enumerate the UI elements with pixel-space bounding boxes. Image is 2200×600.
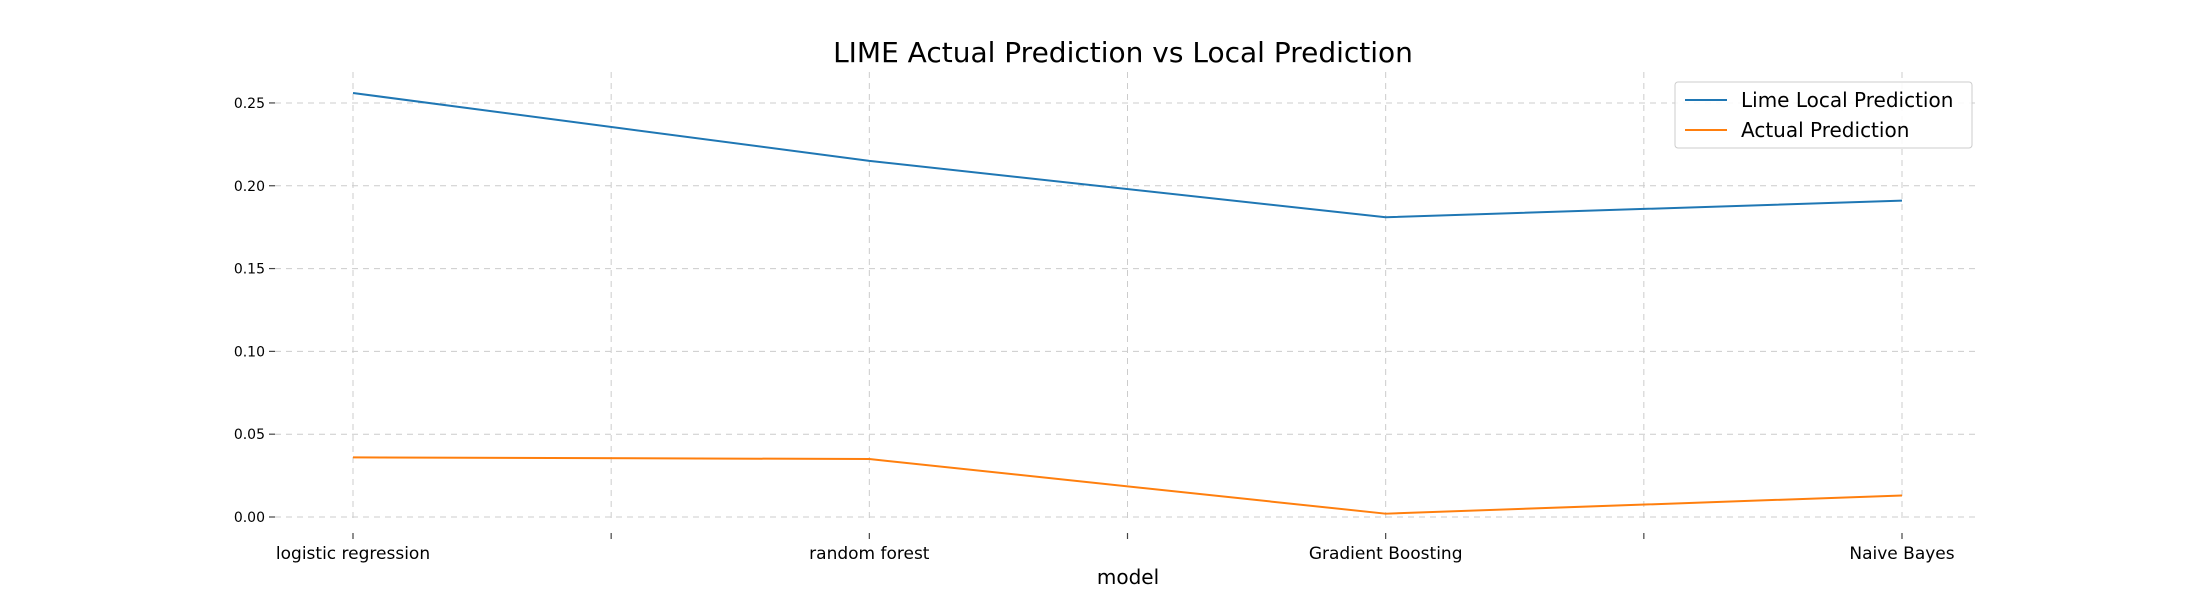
y-tick-label: 0.15: [234, 262, 265, 278]
x-tick-label: Naive Bayes: [1849, 544, 1954, 564]
x-tick-label: logistic regression: [276, 544, 430, 564]
x-tick-label: random forest: [809, 544, 930, 564]
y-tick-label: 0.20: [234, 179, 265, 195]
y-tick-label: 0.10: [234, 344, 265, 360]
legend-box: [1674, 81, 1973, 149]
legend-label: Lime Local Prediction: [1741, 88, 1953, 112]
series-lines: [352, 92, 1903, 515]
y-tick-label: 0.25: [234, 96, 265, 112]
legend: Lime Local Prediction Actual Prediction: [1674, 81, 1973, 149]
axes: 0.00 0.05 0.10 0.15 0.20 0.25 logistic regress…: [234, 96, 1955, 564]
y-tick-label: 0.00: [234, 510, 265, 526]
x-axis-label: model: [1097, 565, 1159, 589]
legend-label: Actual Prediction: [1741, 118, 1909, 142]
series-line-actual-prediction: [352, 456, 1903, 515]
chart-title: LIME Actual Prediction vs Local Predicti…: [833, 36, 1413, 69]
y-tick-label: 0.05: [234, 427, 265, 443]
x-tick-label: Gradient Boosting: [1309, 544, 1463, 564]
series-line-lime-local-prediction: [352, 92, 1903, 219]
